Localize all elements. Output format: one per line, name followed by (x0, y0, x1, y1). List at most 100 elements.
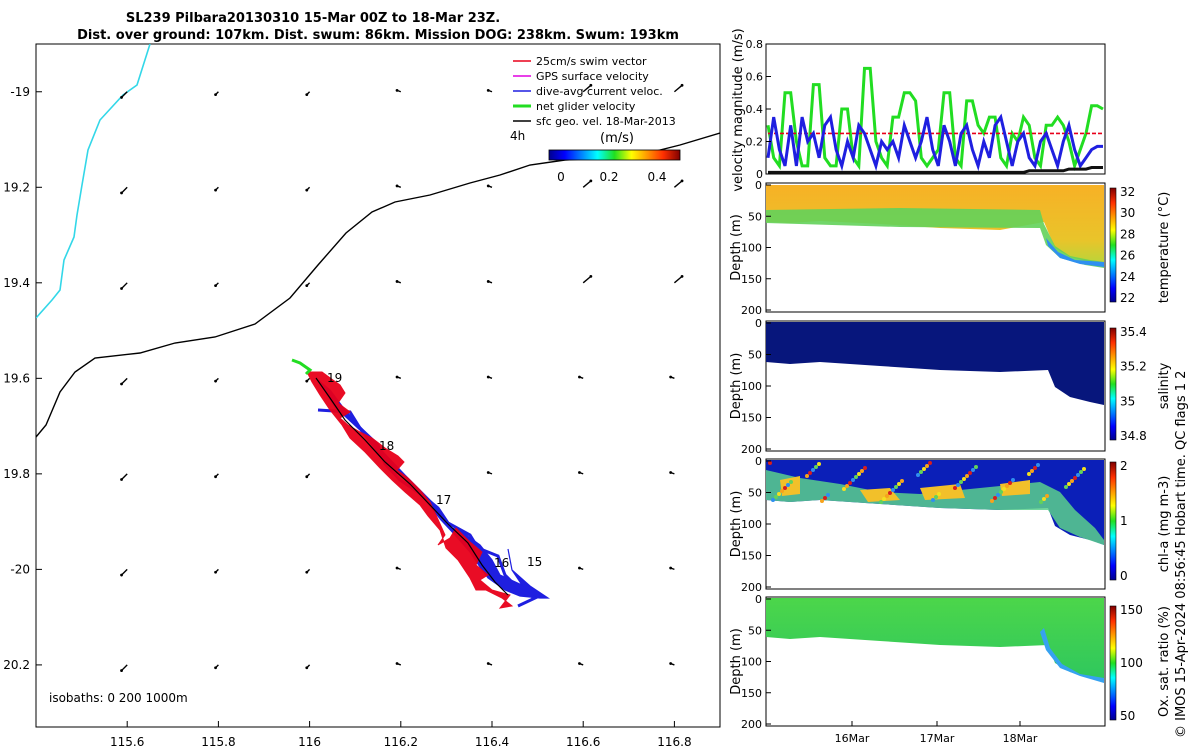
colorbar-tick-label: 32 (1120, 185, 1135, 199)
section-colorbar (1109, 461, 1117, 581)
geo-arrow-head (486, 471, 490, 474)
map-xtick-label: 115.8 (201, 735, 235, 749)
colorbar-tick-label: 0 (1120, 569, 1128, 583)
geo-arrow (673, 84, 683, 93)
chla-point (937, 492, 941, 496)
geo-arrow-head (669, 471, 673, 474)
chla-point (990, 499, 994, 503)
figure-title-line1: SL239 Pilbara20130310 15-Mar 00Z to 18-M… (126, 11, 500, 26)
chla-point (780, 489, 784, 493)
chla-point (786, 483, 790, 487)
chla-point (854, 475, 858, 479)
chla-point (879, 500, 883, 504)
depth-tick-label: 50 (748, 624, 762, 637)
depth-ylabel: Depth (m) (729, 491, 744, 558)
geo-arrow (582, 84, 592, 93)
day-label-15: 15 (527, 555, 542, 569)
chla-point (817, 462, 821, 466)
chla-point (922, 467, 926, 471)
legend-label: 25cm/s swim vector (536, 55, 647, 68)
depth-tick-label: 0 (755, 593, 762, 606)
geo-arrow-head (120, 573, 123, 577)
colorbar-label: Ox. sat. ratio (%) (1157, 606, 1172, 717)
chla-point (968, 471, 972, 475)
geo-arrow-head (120, 287, 123, 290)
chla-point (959, 480, 963, 484)
geo-arrow-head (486, 375, 490, 379)
isobaths-label: isobaths: 0 200 1000m (49, 691, 188, 705)
geo-arrow-head (395, 375, 399, 379)
geo-arrow-head (486, 184, 490, 188)
map-ytick-label: -20 (10, 562, 30, 576)
chla-point (1082, 467, 1086, 471)
map-ytick-label: 20.2 (3, 658, 30, 672)
geo-arrow-head (578, 662, 581, 665)
geo-arrow-head (305, 570, 309, 574)
chla-point (996, 493, 1000, 497)
map-ytick-label: 19.8 (3, 467, 30, 481)
chla-point (771, 498, 775, 502)
chla-point (768, 461, 772, 465)
geo-arrow-head (214, 188, 217, 192)
glider-track (291, 358, 550, 609)
geo-arrow-head (305, 284, 309, 288)
geo-arrow-head (120, 191, 123, 195)
geo-arrow-head (578, 471, 581, 474)
map-frame (35, 43, 721, 728)
chla-point (965, 474, 969, 478)
chla-point (1039, 500, 1043, 504)
geo-arrow-head (120, 382, 123, 386)
chla-point (783, 486, 787, 490)
depth-tick-label: 0 (755, 179, 762, 192)
geo-arrow-head (395, 184, 399, 188)
legend-label: sfc geo. vel. 18-Mar-2013 (536, 115, 676, 128)
chla-point (1002, 487, 1006, 491)
salinity-section (765, 320, 1106, 452)
day-label-17: 17 (436, 493, 451, 507)
velocity-series-line (768, 166, 1103, 174)
colorbar-tick-label: 50 (1120, 709, 1135, 723)
legend-4h-label: 4h (510, 129, 525, 143)
timestamp-footer: © IMOS 15-Apr-2024 08:56:45 Hobart time.… (1174, 371, 1189, 738)
oxygen-field (766, 598, 1104, 682)
chla-point (860, 469, 864, 473)
depth-tick-label: 150 (741, 550, 762, 563)
chla-point (888, 491, 892, 495)
chla-point (882, 497, 886, 501)
chla-point (863, 466, 867, 470)
depth-tick-label: 200 (741, 718, 762, 731)
chla-point (808, 471, 812, 475)
colorbar-tick-label: 35 (1120, 394, 1135, 408)
chla-point (789, 480, 793, 484)
velocity-ytick-label: 0 (756, 168, 763, 181)
chla-point (1076, 473, 1080, 477)
speed-colorbar: (m/s) 0 0.2 0.4 (548, 131, 681, 184)
oxygen-low-layer (1040, 628, 1104, 683)
geo-arrow (673, 180, 683, 188)
chla-point (1030, 469, 1034, 473)
chla-point (826, 493, 830, 497)
geo-arrow-head (120, 478, 123, 481)
geo-arrow-head (305, 93, 309, 96)
geo-arrow-head (214, 475, 217, 479)
chla-point (885, 494, 889, 498)
chla-point (894, 485, 898, 489)
chla-point (1027, 472, 1031, 476)
geo-arrow-head (214, 379, 217, 383)
map-xtick-label: 116.8 (657, 735, 691, 749)
chla-point (823, 496, 827, 500)
depth-tick-label: 0 (755, 317, 762, 330)
colorbar-tick-label: 30 (1120, 206, 1135, 220)
colorbar-tick-label: 22 (1120, 291, 1135, 305)
geo-arrow-head (305, 188, 309, 192)
colorbar-tick: 0.2 (599, 170, 618, 184)
geo-arrow-head (669, 662, 673, 665)
map-ytick-label: 19.2 (3, 180, 30, 194)
colorbar-tick: 0.4 (647, 170, 666, 184)
geo-arrow-head (680, 83, 684, 87)
chla-point (774, 495, 778, 499)
chla-point (900, 479, 904, 483)
chla-point (805, 474, 809, 478)
chla-point (999, 490, 1003, 494)
